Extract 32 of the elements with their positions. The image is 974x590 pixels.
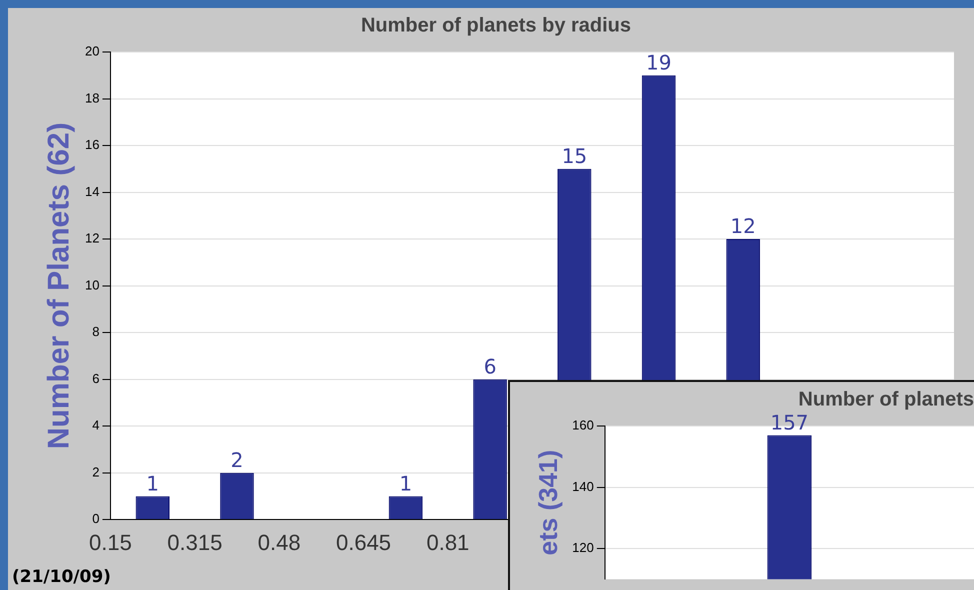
y-tick-label: 4 [92, 418, 100, 433]
y-axis-title: Number of Planets (62) [42, 122, 76, 450]
data-label: 2 [230, 448, 244, 472]
y-tick-label: 140 [572, 478, 594, 494]
y-tick-label: 160 [572, 418, 594, 433]
y-tick-label: 16 [84, 137, 100, 152]
x-tick-label: 0.48 [258, 530, 301, 555]
data-label: 1 [146, 471, 160, 496]
x-tick-label: 0.15 [89, 530, 132, 555]
y-tick-label: 8 [92, 324, 100, 340]
y-tick-label: 120 [572, 540, 594, 556]
x-tick-label: 0.81 [426, 530, 470, 555]
y-axis-title: ets (341) [532, 450, 563, 556]
data-label: 6 [484, 354, 496, 379]
data-label: 1 [399, 471, 412, 496]
y-tick-label: 2 [92, 464, 100, 480]
y-tick-label: 14 [84, 184, 100, 199]
data-label: 12 [730, 214, 756, 238]
y-tick-label: 12 [84, 230, 100, 246]
y-tick-label: 6 [92, 370, 100, 386]
y-tick-label: 0 [92, 511, 100, 526]
data-label: 15 [562, 144, 588, 168]
y-tick-label: 10 [84, 277, 100, 292]
text: (21/10/09) [12, 566, 111, 587]
y-tick-label: 18 [84, 90, 100, 106]
chart-title: Number of planets [798, 388, 974, 411]
y-tick-label: 20 [84, 44, 100, 59]
data-label: 157 [770, 410, 809, 434]
x-tick-label: 0.315 [167, 530, 222, 555]
x-tick-label: 0.645 [336, 530, 392, 555]
chart-title: Number of planets by radius [360, 14, 632, 37]
data-label: 19 [646, 50, 672, 75]
